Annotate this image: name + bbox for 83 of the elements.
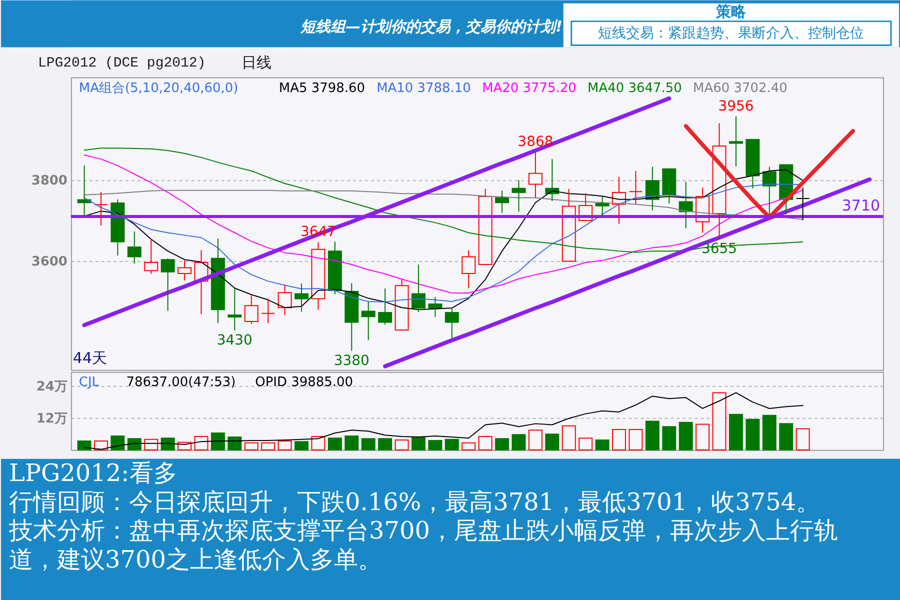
candlestick — [762, 166, 776, 215]
bar — [678, 422, 693, 450]
candlestick — [411, 264, 426, 313]
line-series — [84, 190, 804, 220]
text: MA60 3702.40 — [693, 81, 788, 96]
line-series — [84, 148, 804, 253]
bar — [210, 432, 225, 450]
annotation: OPID 39885.00 — [255, 374, 353, 390]
candlestick — [645, 166, 660, 211]
text: 行情回顾：今日探底回升，下跌0.16%，最高3781，最低3701，收3754。 — [8, 488, 820, 516]
candlestick — [428, 296, 442, 318]
chart-title: LPG2012 (DCE pg2012) — [38, 55, 206, 72]
text: MA5 3798.60 — [278, 81, 365, 96]
bar — [662, 426, 676, 450]
annotation: 44天 — [72, 348, 107, 367]
candlestick — [394, 279, 409, 332]
candlestick — [328, 241, 342, 295]
text: 技术分析：盘中再次探底支撑平台3700，尾盘止跌小幅反弹，再次步入上行轨道，建议3700之上逢低介入多单。 — [8, 516, 838, 574]
y-tick-label: 3800 — [31, 173, 68, 188]
bar — [779, 423, 794, 450]
text: MA40 3647.50 — [588, 81, 682, 96]
bar — [728, 414, 743, 450]
legend-title: CJL — [78, 374, 100, 390]
bar — [411, 437, 426, 450]
ref-line-label: 3710 — [842, 196, 880, 214]
candlestick — [127, 231, 142, 264]
candlestick — [462, 250, 476, 289]
candlestick — [595, 196, 610, 217]
text: 短线组—计划你的交易，交易你的计划! — [300, 17, 562, 36]
candlestick — [344, 282, 359, 352]
bar — [378, 438, 392, 450]
bar — [127, 438, 142, 450]
bar — [77, 440, 92, 450]
text: MA20 3775.20 — [482, 81, 576, 96]
legend-title: MA组合(5,10,20,40,60,0) — [78, 81, 238, 96]
candlestick — [278, 284, 292, 316]
bar — [444, 438, 459, 450]
bar — [361, 438, 376, 450]
candlestick — [294, 283, 308, 312]
annotation: 3868 — [518, 134, 554, 150]
candlestick — [261, 298, 276, 324]
bar — [160, 438, 175, 450]
bar — [762, 414, 776, 450]
text: MA10 3788.10 — [376, 81, 471, 96]
candlestick — [94, 192, 108, 226]
candlestick — [361, 301, 376, 341]
candlestick — [628, 170, 643, 205]
candlestick — [144, 238, 158, 274]
line-series — [84, 392, 804, 450]
y-tick-label: 24万 — [36, 379, 68, 394]
candlestick — [311, 242, 326, 310]
candlestick — [728, 116, 743, 167]
bar — [228, 436, 242, 450]
bar — [495, 438, 510, 450]
bar — [344, 435, 359, 450]
annotation: 3380 — [334, 352, 370, 369]
line-series — [84, 154, 804, 294]
text: 短线交易：紧跟趋势、果断介入、控制仓位 — [598, 25, 864, 42]
candlestick — [228, 288, 242, 331]
bar — [294, 441, 308, 450]
bar — [645, 420, 660, 450]
candlestick — [444, 308, 459, 339]
bar — [110, 435, 125, 450]
bar — [428, 440, 442, 450]
y-tick-label: 12万 — [36, 411, 68, 426]
chart-subtitle: 日线 — [242, 53, 272, 72]
candlestick — [528, 152, 542, 198]
bar — [746, 418, 760, 450]
bar — [328, 438, 342, 450]
candlestick — [178, 260, 192, 281]
text: LPG2012:看多 — [8, 458, 178, 487]
candlestick — [495, 190, 510, 214]
annotation: 3956 — [718, 98, 754, 114]
bar — [545, 434, 560, 450]
candlestick — [796, 187, 810, 221]
candlestick — [244, 294, 258, 324]
y-tick-label: 3600 — [31, 254, 68, 270]
candlestick — [512, 180, 526, 212]
bar — [512, 434, 526, 450]
annotation: 3430 — [216, 332, 252, 348]
text: 策略 — [715, 2, 748, 20]
bar — [595, 439, 610, 450]
annotation: 78637.00(47:53) — [126, 374, 236, 390]
